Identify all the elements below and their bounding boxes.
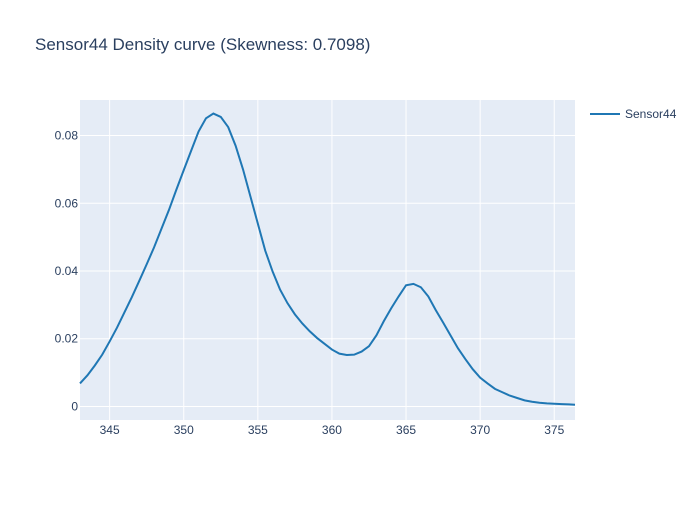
x-tick-label: 360: [322, 423, 342, 437]
x-tick-label: 350: [174, 423, 194, 437]
x-tick-label: 370: [470, 423, 490, 437]
chart-title: Sensor44 Density curve (Skewness: 0.7098…: [35, 35, 370, 54]
y-gridlines: [80, 135, 575, 407]
series-line-sensor44: [79, 112, 576, 406]
plot-area[interactable]: [80, 100, 575, 420]
y-tick-label: 0.06: [55, 196, 79, 210]
y-tick-label: 0.04: [55, 264, 79, 278]
x-tick-label: 375: [544, 423, 564, 437]
y-axis-tick-labels: 0 0.02 0.04 0.06 0.08: [55, 129, 79, 414]
x-gridlines: [109, 100, 555, 420]
x-tick-label: 345: [100, 423, 120, 437]
y-tick-label: 0.08: [55, 129, 79, 143]
x-tick-label: 365: [396, 423, 416, 437]
y-tick-label: 0: [71, 399, 78, 413]
x-axis-tick-labels: 345 350 355 360 365 370 375: [100, 423, 565, 437]
legend-label-sensor44: Sensor44: [625, 107, 677, 121]
x-tick-label: 355: [248, 423, 268, 437]
legend[interactable]: Sensor44: [590, 107, 677, 121]
y-tick-label: 0.02: [55, 332, 79, 346]
